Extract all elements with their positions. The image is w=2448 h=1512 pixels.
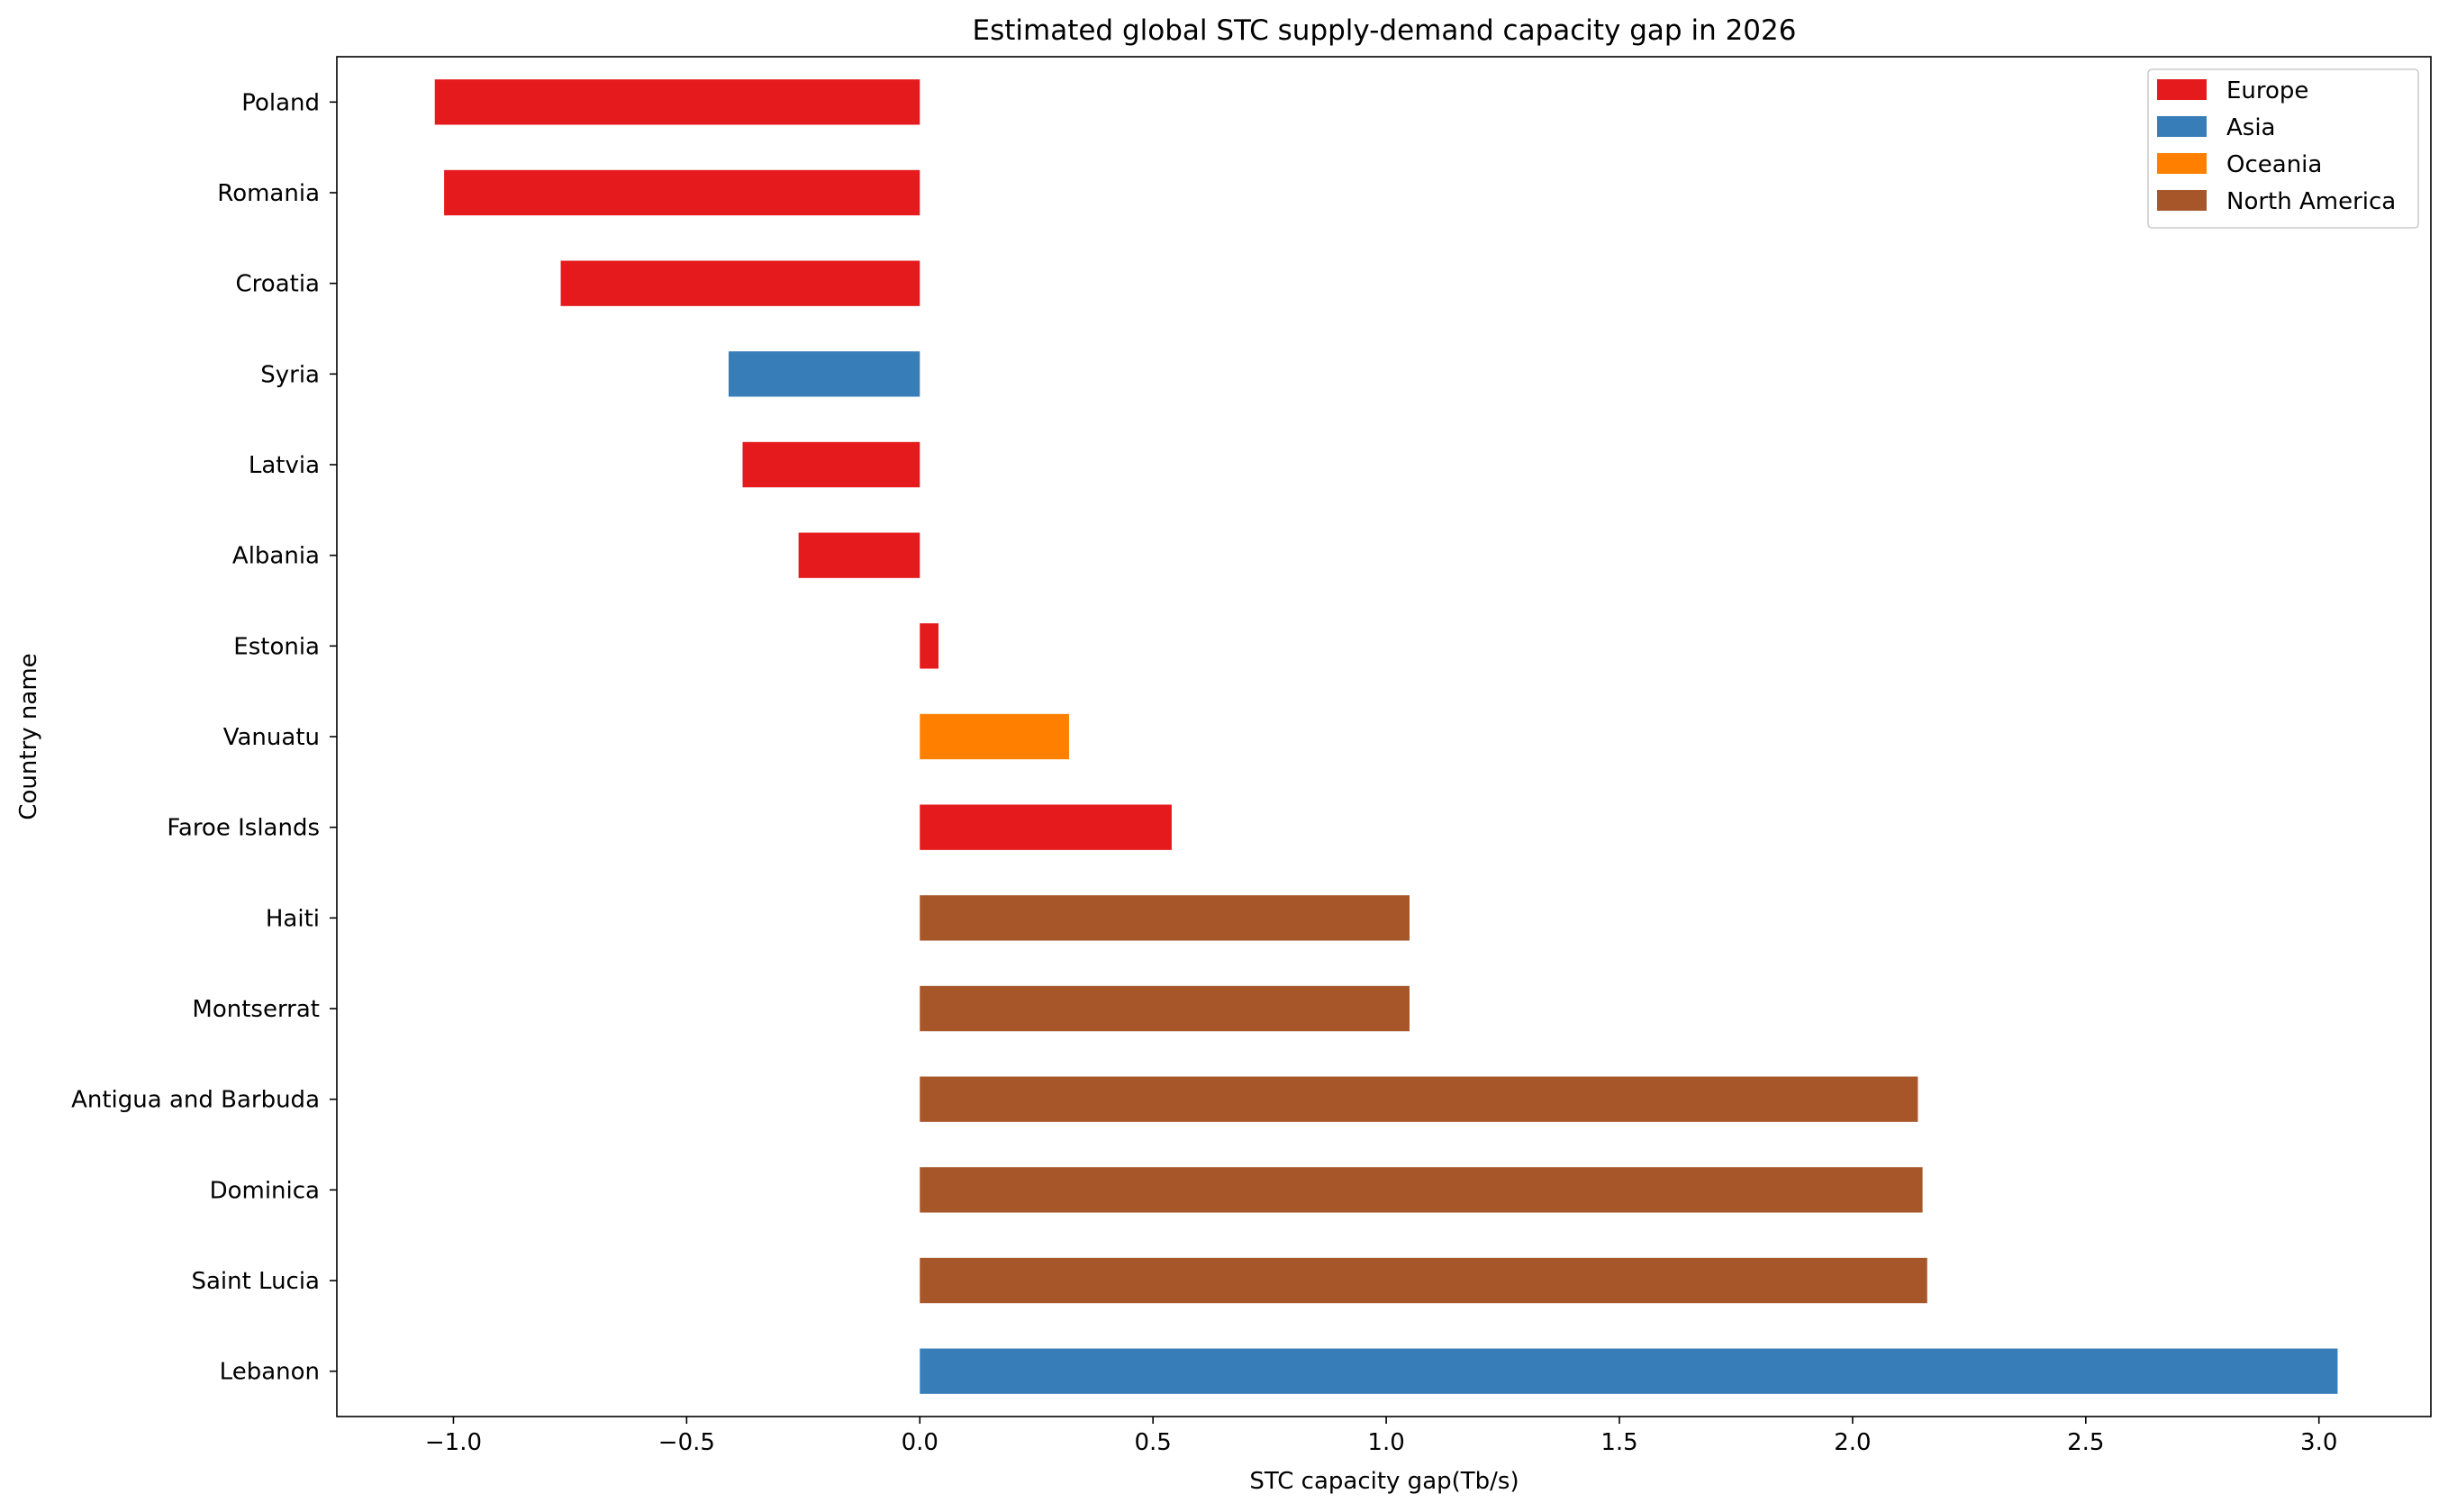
- legend-label-oceania: Oceania: [2226, 151, 2322, 178]
- chart-title: Estimated global STC supply-demand capac…: [973, 14, 1797, 47]
- legend-swatch-oceania: [2157, 153, 2207, 174]
- y-tick-label-saint-lucia: Saint Lucia: [191, 1268, 320, 1295]
- x-tick-label: −0.5: [658, 1429, 715, 1456]
- bar-dominica: [920, 1167, 1923, 1213]
- y-axis-ticks: Poland Romania Croatia Syria Latvia Albania Es…: [71, 89, 337, 1386]
- bars-layer: [434, 79, 2338, 1394]
- legend-label-north-america: North America: [2226, 188, 2396, 215]
- y-tick-label-albania: Albania: [232, 543, 320, 570]
- bar-romania: [444, 169, 920, 216]
- x-tick-label: 0.5: [1135, 1429, 1172, 1456]
- legend-swatch-asia: [2157, 116, 2207, 137]
- bar-latvia: [742, 441, 920, 488]
- bar-syria: [728, 351, 920, 397]
- y-tick-label-latvia: Latvia: [249, 452, 320, 479]
- y-tick-label-faroe-islands: Faroe Islands: [167, 815, 320, 842]
- y-tick-label-romania: Romania: [217, 180, 320, 207]
- legend-frame: [2147, 68, 2419, 229]
- x-tick-label: −1.0: [425, 1429, 482, 1456]
- y-tick-label-syria: Syria: [260, 361, 320, 388]
- bar-lebanon: [920, 1348, 2338, 1394]
- x-tick-label: 1.5: [1600, 1429, 1637, 1456]
- legend: Europe Asia Oceania North America: [2147, 68, 2419, 229]
- y-tick-label-vanuatu: Vanuatu: [223, 724, 320, 751]
- bar-saint-lucia: [920, 1257, 1927, 1304]
- y-tick-label-montserrat: Montserrat: [192, 996, 320, 1023]
- x-axis-title: STC capacity gap(Tb/s): [1249, 1468, 1519, 1495]
- x-tick-label: 0.0: [902, 1429, 938, 1456]
- x-tick-label: 1.0: [1367, 1429, 1404, 1456]
- y-tick-label-antigua-and-barbuda: Antigua and Barbuda: [71, 1087, 320, 1114]
- legend-swatch-north-america: [2157, 190, 2207, 211]
- y-tick-label-haiti: Haiti: [266, 905, 320, 932]
- x-axis-ticks: −1.0 −0.5 0.0 0.5 1.0 1.5 2.0 2.5 3.0: [425, 1417, 2337, 1456]
- x-tick-label: 2.0: [1834, 1429, 1871, 1456]
- y-tick-label-croatia: Croatia: [236, 271, 320, 298]
- bar-antigua-and-barbuda: [920, 1076, 1918, 1122]
- bar-albania: [798, 532, 920, 578]
- bar-croatia: [560, 260, 920, 306]
- bar-estonia: [920, 623, 938, 669]
- bar-faroe-islands: [920, 804, 1172, 850]
- y-tick-label-estonia: Estonia: [233, 633, 320, 660]
- legend-swatch-europe: [2157, 79, 2207, 100]
- bar-haiti: [920, 895, 1410, 941]
- legend-label-europe: Europe: [2226, 77, 2308, 104]
- y-axis-title: Country name: [15, 653, 42, 819]
- x-tick-label: 2.5: [2067, 1429, 2104, 1456]
- legend-label-asia: Asia: [2226, 114, 2276, 141]
- bar-poland: [434, 79, 920, 125]
- y-tick-label-dominica: Dominica: [210, 1177, 320, 1204]
- y-tick-label-poland: Poland: [241, 89, 320, 116]
- bar-vanuatu: [920, 713, 1069, 760]
- x-tick-label: 3.0: [2300, 1429, 2337, 1456]
- bar-montserrat: [920, 985, 1410, 1032]
- y-tick-label-lebanon: Lebanon: [220, 1359, 320, 1386]
